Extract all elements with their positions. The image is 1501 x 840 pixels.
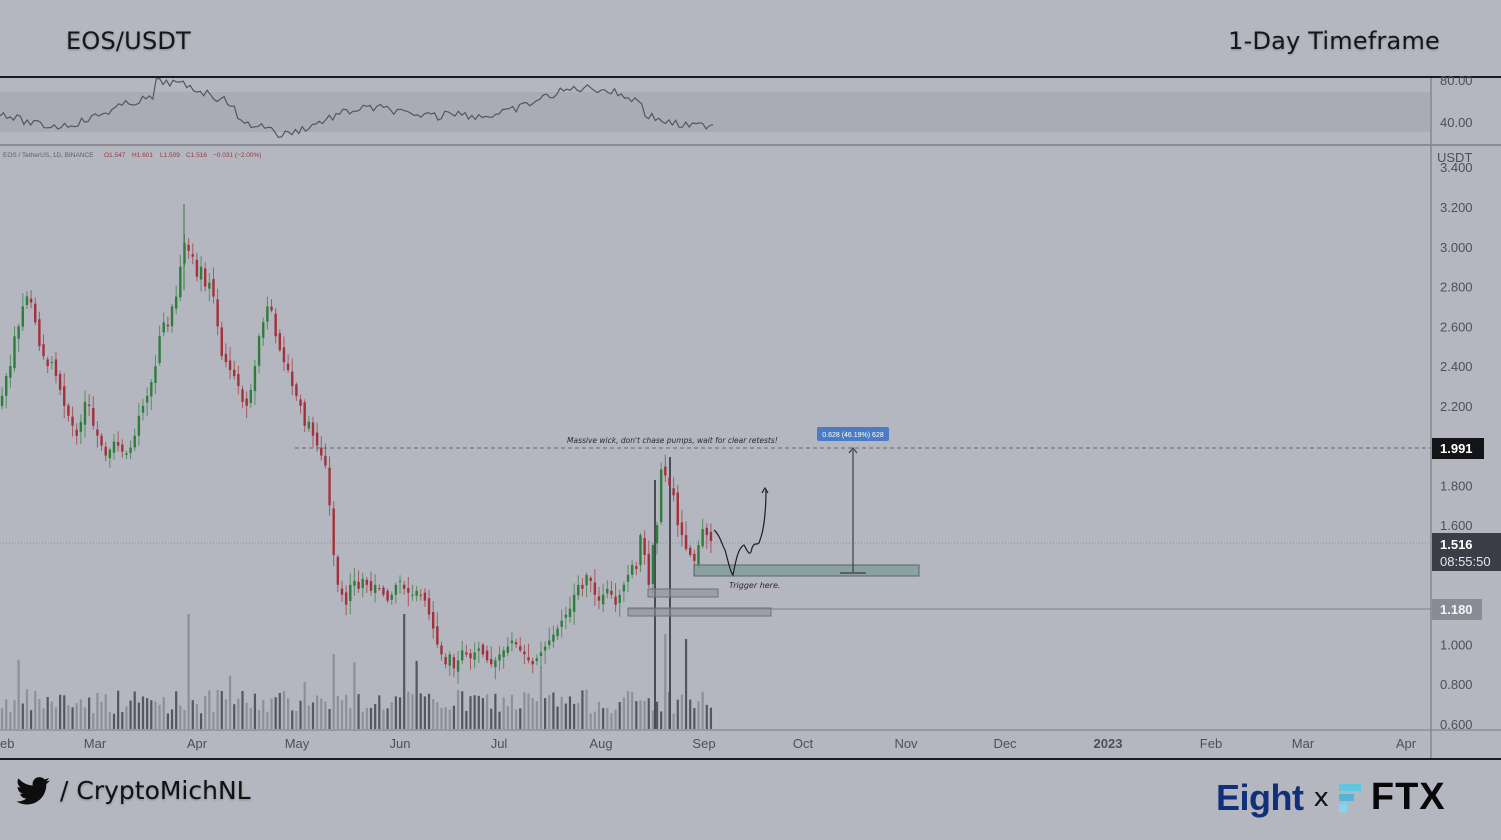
price-tick: 2.200 — [1440, 399, 1473, 414]
price-unit: USDT — [1437, 150, 1472, 165]
pair-title: EOS/USDT — [66, 27, 191, 55]
twitter-handle-text: / CryptoMichNL — [60, 776, 251, 805]
resistance-price: 1.991 — [1440, 441, 1473, 456]
time-label: May — [285, 736, 310, 751]
time-axis[interactable]: eb Mar Apr May Jun Jul Aug Sep Oct Nov Dec 2023 Feb M… — [0, 736, 1417, 751]
arrow-up-icon — [761, 486, 769, 494]
price-tick: 2.400 — [1440, 359, 1473, 374]
legend-close: C1.516 — [186, 152, 207, 159]
rsi-pane — [0, 77, 1501, 146]
support-zone-upper[interactable] — [647, 588, 719, 598]
time-label: Mar — [1292, 736, 1315, 751]
time-label: Oct — [793, 736, 814, 751]
timeframe-title: 1-Day Timeframe — [1228, 27, 1440, 55]
price-tick: 3.200 — [1440, 200, 1473, 215]
time-label: Jun — [390, 736, 411, 751]
time-label: 2023 — [1094, 736, 1123, 751]
price-tick: 3.000 — [1440, 240, 1473, 255]
price-tick: 3.400 — [1440, 160, 1473, 175]
time-label: Mar — [84, 736, 107, 751]
resistance-badge — [1432, 438, 1484, 459]
sponsor-separator: x — [1313, 782, 1329, 813]
rsi-band — [0, 92, 1430, 132]
candle-countdown: 08:55:50 — [1440, 554, 1491, 569]
rsi-line — [0, 77, 714, 139]
time-label: Aug — [589, 736, 612, 751]
time-label: Jul — [491, 736, 508, 751]
chart-frame[interactable] — [0, 76, 1501, 760]
support-price: 1.180 — [1440, 602, 1473, 617]
support-badge — [1432, 599, 1482, 620]
twitter-bird-icon — [16, 776, 50, 804]
ohlc-legend: EOS / TetherUS, 1D, BINANCE O1.547 H1.60… — [3, 152, 261, 159]
price-tick: 0.600 — [1440, 717, 1473, 732]
time-label: eb — [0, 736, 14, 751]
support-zone-lower[interactable] — [627, 607, 772, 617]
legend-symbol: EOS / TetherUS, 1D, BINANCE — [3, 152, 94, 159]
projected-path — [713, 489, 767, 577]
time-label: Dec — [993, 736, 1017, 751]
time-label: Nov — [894, 736, 918, 751]
legend-low: L1.509 — [160, 152, 180, 159]
sponsor-logos: Eight x FTX — [1216, 776, 1446, 819]
ftx-logo: FTX — [1370, 776, 1446, 818]
demand-zone[interactable] — [693, 564, 920, 577]
current-price-badge — [1432, 533, 1501, 571]
wick-note: Massive wick, don't chase pumps, wait fo… — [567, 436, 778, 445]
price-tick: 1.600 — [1440, 518, 1473, 533]
rsi-tick-80: 80.00 — [1440, 73, 1473, 88]
price-tick: 0.800 — [1440, 677, 1473, 692]
twitter-handle: / CryptoMichNL — [16, 776, 251, 805]
time-label: Apr — [187, 736, 208, 751]
price-tick: 1.800 — [1440, 478, 1473, 493]
ftx-mark-icon — [1338, 783, 1361, 812]
measure-badge — [817, 427, 889, 441]
legend-change: −0.031 (−2.00%) — [213, 152, 261, 159]
time-label: Feb — [1200, 736, 1222, 751]
eight-logo: Eight — [1216, 776, 1304, 818]
volume-bars — [0, 457, 713, 729]
trigger-note: Trigger here. — [729, 581, 780, 590]
candles — [0, 204, 713, 684]
current-price: 1.516 — [1440, 537, 1473, 552]
time-label: Apr — [1396, 736, 1417, 751]
legend-high: H1.601 — [132, 152, 153, 159]
time-label: Sep — [692, 736, 715, 751]
price-tick: 2.600 — [1440, 319, 1473, 334]
price-tick: 1.000 — [1440, 637, 1473, 652]
price-axis[interactable]: 3.400 3.200 3.000 2.800 2.600 2.400 2.200 1.800… — [1440, 160, 1473, 732]
measure-arrow-icon — [848, 447, 858, 454]
rsi-tick-40: 40.00 — [1440, 115, 1473, 130]
price-tick: 2.800 — [1440, 280, 1473, 295]
measure-label: 0.628 (46.19%) 628 — [822, 432, 884, 439]
legend-open: O1.547 — [104, 152, 126, 159]
